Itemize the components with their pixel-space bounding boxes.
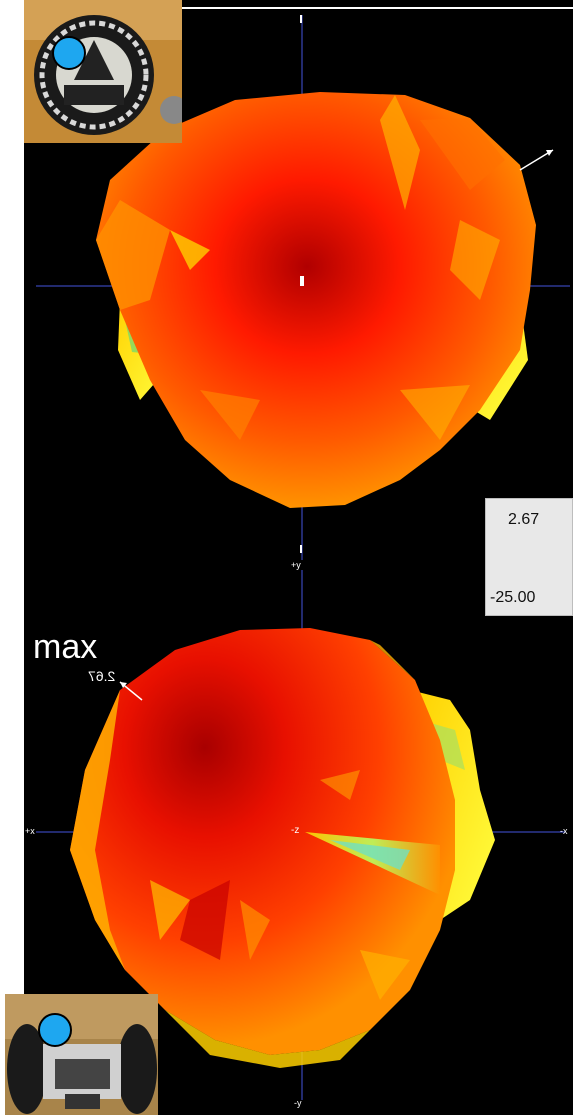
- top-facet-2: [170, 230, 210, 270]
- bottom-cyan-wedge: [330, 840, 410, 870]
- bottom-pattern-view: [36, 570, 566, 1100]
- bottom-left-rim: [70, 690, 125, 970]
- antenna-position-marker-front: [38, 1013, 72, 1047]
- bottom-facet-3: [240, 900, 270, 960]
- bottom-facet-2: [150, 880, 190, 940]
- top-facet-5: [200, 390, 260, 440]
- device-front-illustration: [5, 994, 158, 1115]
- top-facet-7: [420, 118, 505, 190]
- axis-label-minus-y: -y: [294, 1098, 302, 1108]
- top-axis-end-bottom: [300, 545, 302, 553]
- top-facet-6: [400, 385, 470, 440]
- antenna-position-marker-top: [52, 36, 86, 70]
- legend-min-value: -25.00: [490, 589, 536, 606]
- top-pattern-view: [36, 15, 570, 560]
- bottom-lower-rim: [165, 1010, 370, 1068]
- max-label: max: [33, 628, 98, 666]
- max-value-label: 2.67: [88, 668, 116, 684]
- axis-label-plus-y: +y: [291, 560, 301, 570]
- top-facet-1: [96, 200, 170, 310]
- top-center-tick: [300, 276, 304, 286]
- device-top-photo: [24, 0, 182, 143]
- top-facet-4: [450, 220, 500, 300]
- top-axis-end-top: [300, 15, 302, 23]
- top-facet-3: [380, 95, 420, 210]
- bottom-pattern-surface: [70, 628, 455, 1055]
- axis-label-minus-x: -x: [560, 826, 568, 836]
- device-front-photo: [5, 994, 158, 1115]
- color-scale-legend: 2.67 -25.00: [485, 498, 573, 616]
- device-top-illustration: [24, 0, 182, 143]
- bottom-green-wedge: [305, 832, 440, 895]
- axis-label-plus-x: +x: [25, 826, 35, 836]
- legend-max-value: 2.67: [508, 511, 540, 528]
- max-arrow-head: [120, 682, 127, 688]
- top-arrow-line: [519, 149, 554, 171]
- bottom-facet-1: [180, 880, 230, 960]
- top-arrow-head: [546, 150, 553, 156]
- axis-label-minus-z: -z: [291, 825, 300, 836]
- bottom-facet-5: [360, 950, 410, 1000]
- bottom-facet-4: [320, 770, 360, 800]
